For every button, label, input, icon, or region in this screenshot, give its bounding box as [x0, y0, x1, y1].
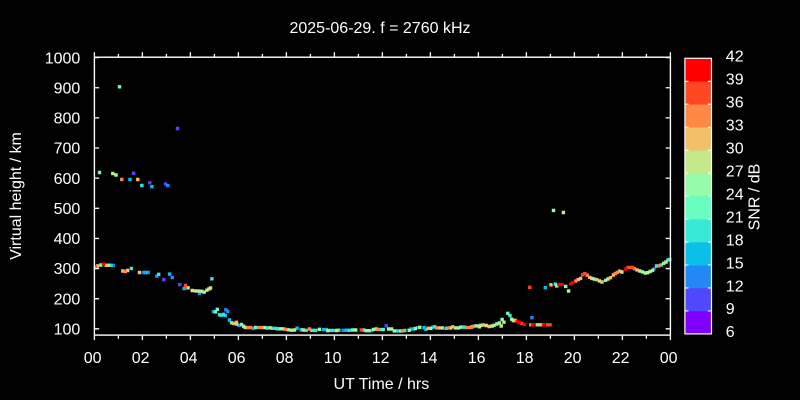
svg-text:16: 16	[468, 350, 486, 367]
svg-text:04: 04	[180, 350, 198, 367]
svg-text:00: 00	[84, 350, 102, 367]
svg-text:36: 36	[726, 95, 744, 112]
svg-text:08: 08	[276, 350, 294, 367]
svg-text:6: 6	[726, 324, 735, 341]
svg-text:900: 900	[54, 81, 81, 98]
svg-text:20: 20	[564, 350, 582, 367]
svg-text:22: 22	[612, 350, 630, 367]
svg-text:2025-06-29. f = 2760 kHz: 2025-06-29. f = 2760 kHz	[289, 20, 470, 37]
svg-text:18: 18	[516, 350, 534, 367]
svg-text:24: 24	[726, 186, 744, 203]
svg-text:30: 30	[726, 141, 744, 158]
svg-text:10: 10	[324, 350, 342, 367]
svg-text:12: 12	[726, 278, 744, 295]
svg-text:9: 9	[726, 301, 735, 318]
svg-text:700: 700	[54, 141, 81, 158]
svg-text:1000: 1000	[45, 50, 81, 67]
svg-text:SNR / dB: SNR / dB	[747, 164, 764, 231]
svg-text:600: 600	[54, 171, 81, 188]
svg-text:800: 800	[54, 111, 81, 128]
svg-text:Virtual height / km: Virtual height / km	[8, 132, 25, 260]
svg-text:200: 200	[54, 291, 81, 308]
svg-text:42: 42	[726, 49, 744, 66]
svg-text:14: 14	[420, 350, 438, 367]
svg-text:33: 33	[726, 118, 744, 135]
svg-text:39: 39	[726, 72, 744, 89]
svg-text:300: 300	[54, 261, 81, 278]
svg-text:100: 100	[54, 322, 81, 339]
svg-text:500: 500	[54, 201, 81, 218]
svg-text:15: 15	[726, 255, 744, 272]
svg-text:27: 27	[726, 163, 744, 180]
svg-text:18: 18	[726, 232, 744, 249]
svg-text:UT Time / hrs: UT Time / hrs	[334, 376, 430, 393]
svg-text:06: 06	[228, 350, 246, 367]
svg-text:12: 12	[372, 350, 390, 367]
svg-text:02: 02	[132, 350, 150, 367]
svg-text:400: 400	[54, 231, 81, 248]
svg-text:00: 00	[660, 350, 678, 367]
svg-text:21: 21	[726, 209, 744, 226]
